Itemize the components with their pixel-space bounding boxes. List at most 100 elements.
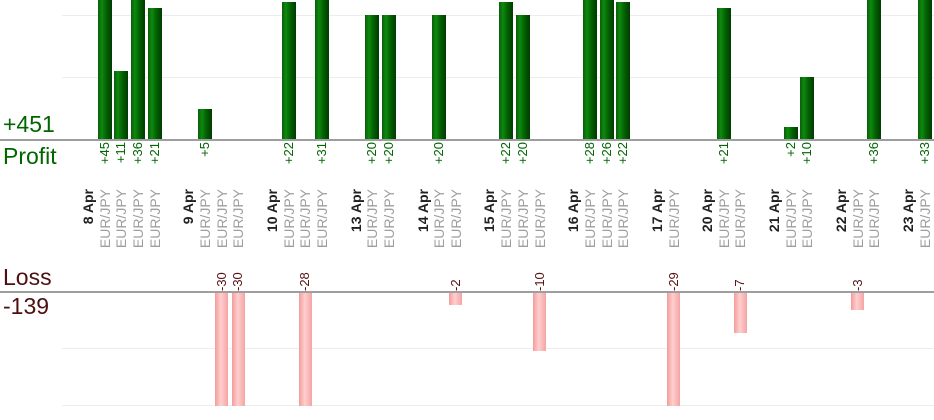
profit-value-label: +22 — [281, 142, 296, 165]
profit-bar — [148, 8, 162, 140]
instrument-label: EUR/JPY — [716, 189, 732, 249]
loss-bar — [232, 293, 245, 406]
loss-value-label: -10 — [532, 272, 547, 291]
profit-value-label: +31 — [314, 142, 329, 165]
loss-bar — [299, 293, 312, 406]
loss-value-label: -30 — [214, 272, 229, 291]
instrument-label: EUR/JPY — [666, 189, 682, 249]
profit-gridline-10 — [62, 77, 934, 78]
instrument-label: EUR/JPY — [615, 189, 631, 249]
instrument-label: EUR/JPY — [97, 189, 113, 249]
instrument-label: EUR/JPY — [314, 189, 330, 249]
profit-value-label: +36 — [130, 142, 145, 165]
instrument-label: EUR/JPY — [783, 189, 799, 249]
date-label: 22 Apr — [833, 189, 849, 233]
profit-bar — [98, 0, 112, 140]
profit-value-label: +28 — [582, 142, 597, 165]
date-label: 8 Apr — [80, 189, 96, 225]
instrument-label: EUR/JPY — [431, 189, 447, 249]
instrument-label: EUR/JPY — [850, 189, 866, 249]
profit-value-label: +21 — [147, 142, 162, 165]
profit-bar — [918, 0, 932, 140]
date-label: 14 Apr — [415, 189, 431, 233]
loss-value-label: -28 — [297, 272, 312, 291]
loss-bar — [533, 293, 546, 351]
date-label: 9 Apr — [180, 189, 196, 225]
instrument-label: EUR/JPY — [917, 189, 933, 249]
profit-value-label: +20 — [381, 142, 396, 165]
date-label: 15 Apr — [481, 189, 497, 233]
instrument-label: EUR/JPY — [197, 189, 213, 249]
instrument-label: EUR/JPY — [381, 189, 397, 249]
profit-bar — [516, 15, 530, 140]
loss-value-label: -2 — [448, 279, 463, 291]
profit-axis-line — [0, 139, 934, 141]
profit-value-label: +22 — [498, 142, 513, 165]
profit-value-label: +36 — [866, 142, 881, 165]
profit-bar — [600, 0, 614, 140]
instrument-label: EUR/JPY — [582, 189, 598, 249]
loss-value-label: -30 — [230, 272, 245, 291]
profit-value-label: +20 — [515, 142, 530, 165]
profit-value-label: +22 — [615, 142, 630, 165]
loss-value-label: -3 — [850, 279, 865, 291]
profit-bar — [583, 0, 597, 140]
profit-bar — [365, 15, 379, 140]
profit-gridline-20 — [62, 15, 934, 16]
instrument-label: EUR/JPY — [799, 189, 815, 249]
loss-total: -139 — [3, 293, 50, 319]
profit-bar — [114, 71, 128, 140]
profit-axis-title: Profit — [3, 143, 57, 169]
profit-bar — [315, 0, 329, 140]
instrument-label: EUR/JPY — [498, 189, 514, 249]
profit-value-label: +2 — [783, 142, 798, 157]
date-label: 17 Apr — [649, 189, 665, 233]
profit-bar — [784, 127, 798, 140]
instrument-label: EUR/JPY — [866, 189, 882, 249]
loss-value-label: -29 — [666, 272, 681, 291]
instrument-label: EUR/JPY — [599, 189, 615, 249]
instrument-label: EUR/JPY — [448, 189, 464, 249]
loss-gridline-20 — [62, 405, 934, 406]
date-label: 13 Apr — [348, 189, 364, 233]
profit-bar — [282, 2, 296, 140]
loss-bar — [734, 293, 747, 333]
profit-value-label: +5 — [197, 142, 212, 157]
loss-gridline-10 — [62, 348, 934, 349]
instrument-label: EUR/JPY — [130, 189, 146, 249]
instrument-label: EUR/JPY — [364, 189, 380, 249]
profit-bar — [382, 15, 396, 140]
instrument-label: EUR/JPY — [230, 189, 246, 249]
profit-bar — [717, 8, 731, 140]
instrument-label: EUR/JPY — [515, 189, 531, 249]
instrument-label: EUR/JPY — [281, 189, 297, 249]
profit-bar — [867, 0, 881, 140]
profit-value-label: +10 — [799, 142, 814, 165]
profit-bar — [800, 77, 814, 140]
instrument-label: EUR/JPY — [732, 189, 748, 249]
loss-axis-line — [0, 291, 934, 293]
profit-value-label: +21 — [716, 142, 731, 165]
date-label: 16 Apr — [565, 189, 581, 233]
profit-bar — [432, 15, 446, 140]
date-label: 10 Apr — [264, 189, 280, 233]
profit-value-label: +20 — [364, 142, 379, 165]
instrument-label: EUR/JPY — [532, 189, 548, 249]
date-label: 20 Apr — [699, 189, 715, 233]
date-label: 21 Apr — [766, 189, 782, 233]
date-label: 23 Apr — [900, 189, 916, 233]
profit-value-label: +11 — [113, 142, 128, 164]
profit-bar — [198, 109, 212, 140]
profit-value-label: +20 — [431, 142, 446, 165]
profit-plot-area — [0, 0, 934, 140]
profit-bar — [499, 2, 513, 140]
instrument-label: EUR/JPY — [147, 189, 163, 249]
profit-bar — [616, 2, 630, 140]
loss-bar — [215, 293, 228, 406]
instrument-label: EUR/JPY — [297, 189, 313, 249]
profit-value-label: +45 — [97, 142, 112, 165]
loss-bar — [449, 293, 462, 305]
instrument-label: EUR/JPY — [214, 189, 230, 249]
profit-value-label: +26 — [599, 142, 614, 165]
